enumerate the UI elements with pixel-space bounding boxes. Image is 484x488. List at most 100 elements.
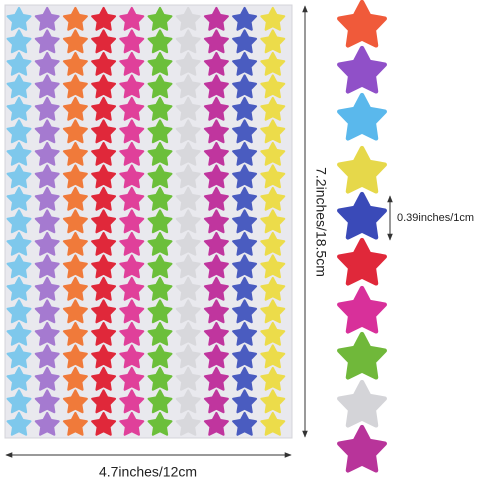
star — [260, 299, 286, 324]
star — [6, 29, 32, 54]
star — [34, 186, 60, 211]
star — [119, 366, 145, 391]
star — [337, 0, 387, 48]
star — [91, 366, 117, 391]
star — [337, 45, 387, 94]
star — [147, 344, 173, 369]
star — [260, 51, 286, 76]
star — [34, 344, 60, 369]
star — [232, 164, 258, 189]
star — [175, 254, 201, 279]
star — [119, 344, 145, 369]
star — [91, 209, 117, 234]
star — [175, 209, 201, 234]
star — [203, 254, 229, 279]
star — [62, 6, 88, 31]
star — [91, 29, 117, 54]
star — [119, 164, 145, 189]
star — [6, 366, 32, 391]
star — [119, 96, 145, 121]
star — [62, 74, 88, 99]
star — [147, 29, 173, 54]
star — [337, 331, 387, 380]
star — [91, 141, 117, 166]
star — [232, 321, 258, 346]
star — [91, 389, 117, 414]
star — [203, 74, 229, 99]
star — [260, 321, 286, 346]
star — [203, 209, 229, 234]
star — [34, 254, 60, 279]
star — [147, 6, 173, 31]
star — [6, 164, 32, 189]
star — [337, 191, 387, 240]
star — [34, 366, 60, 391]
star — [232, 119, 258, 144]
star — [62, 299, 88, 324]
star — [232, 254, 258, 279]
star — [175, 231, 201, 256]
star — [260, 164, 286, 189]
star — [175, 164, 201, 189]
star — [260, 119, 286, 144]
star — [147, 74, 173, 99]
star — [6, 389, 32, 414]
star — [260, 366, 286, 391]
star — [232, 51, 258, 76]
star — [6, 254, 32, 279]
star — [6, 6, 32, 31]
star — [175, 321, 201, 346]
star — [175, 299, 201, 324]
star — [147, 51, 173, 76]
star — [147, 209, 173, 234]
star — [91, 321, 117, 346]
star — [337, 237, 387, 286]
star — [91, 186, 117, 211]
star — [147, 411, 173, 436]
star — [232, 411, 258, 436]
width-label: 4.7inches/12cm — [99, 464, 197, 480]
star — [147, 186, 173, 211]
star — [91, 51, 117, 76]
star — [232, 29, 258, 54]
star — [175, 276, 201, 301]
star — [203, 276, 229, 301]
star — [62, 321, 88, 346]
star — [6, 276, 32, 301]
star — [232, 141, 258, 166]
star — [260, 276, 286, 301]
star — [62, 254, 88, 279]
star — [119, 389, 145, 414]
star — [260, 344, 286, 369]
star — [260, 141, 286, 166]
star — [119, 209, 145, 234]
star — [91, 299, 117, 324]
star — [119, 299, 145, 324]
star — [203, 186, 229, 211]
star — [232, 96, 258, 121]
star — [62, 209, 88, 234]
star — [232, 299, 258, 324]
height-label: 7.2inches/18.5cm — [313, 167, 329, 277]
star — [119, 6, 145, 31]
star — [203, 29, 229, 54]
star — [175, 411, 201, 436]
star — [147, 366, 173, 391]
star — [119, 411, 145, 436]
star — [62, 29, 88, 54]
star — [260, 29, 286, 54]
star — [91, 74, 117, 99]
star — [260, 411, 286, 436]
star — [260, 209, 286, 234]
star — [62, 96, 88, 121]
sheet-stars — [6, 6, 286, 436]
star — [232, 209, 258, 234]
star — [119, 321, 145, 346]
star — [6, 186, 32, 211]
star — [203, 6, 229, 31]
star — [91, 119, 117, 144]
star — [147, 141, 173, 166]
single-stars — [337, 0, 387, 473]
star — [34, 141, 60, 166]
